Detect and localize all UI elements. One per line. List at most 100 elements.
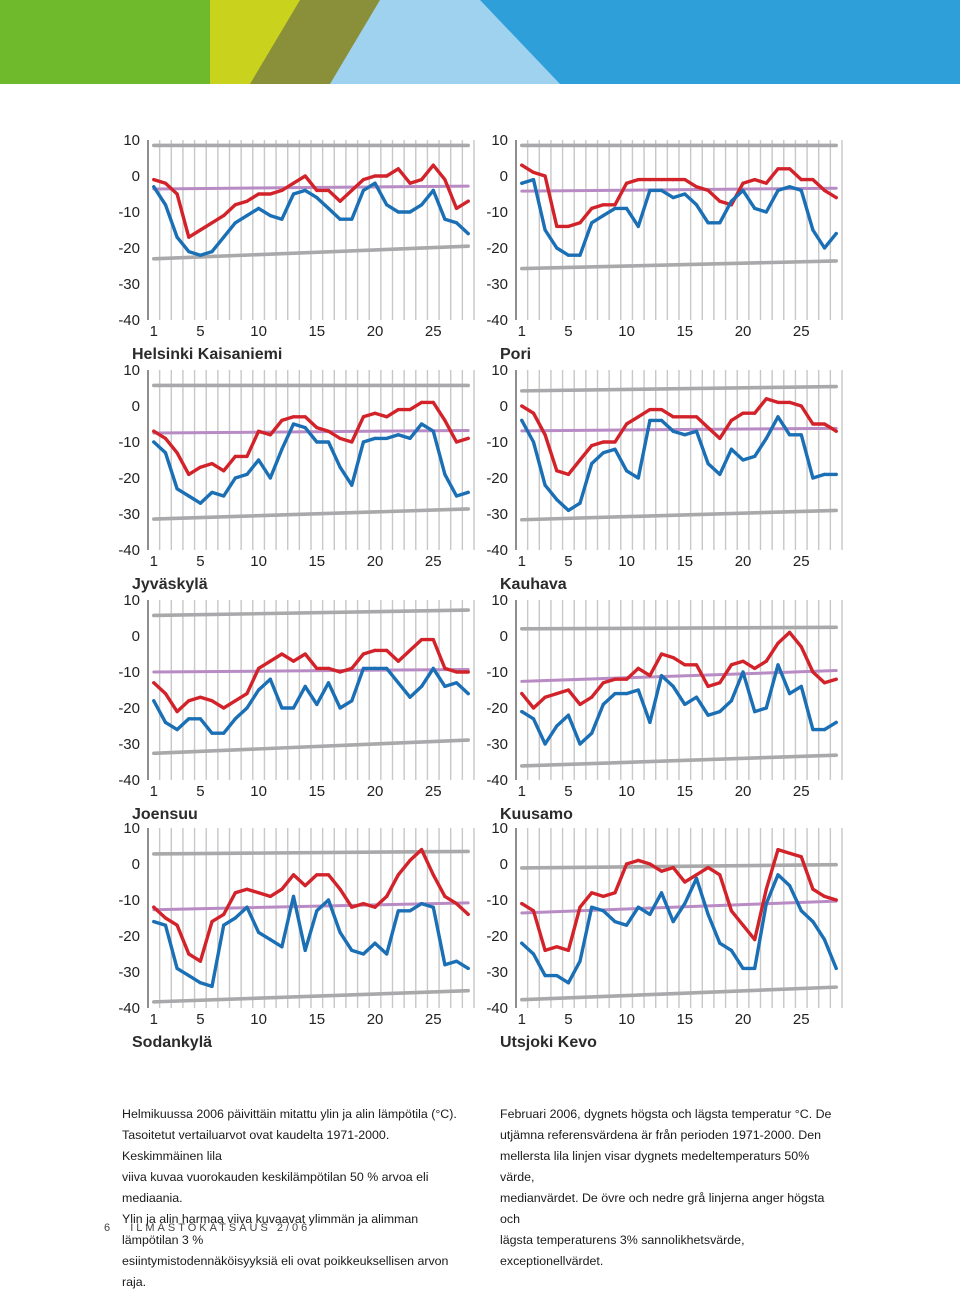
- daily-max-point: [531, 706, 536, 710]
- daily-max-point: [590, 206, 594, 210]
- daily-max-point: [210, 221, 214, 225]
- daily-max-point: [245, 692, 249, 696]
- daily-min-point: [822, 938, 827, 942]
- daily-min-point: [811, 728, 815, 732]
- daily-max-point: [338, 436, 342, 440]
- daily-max-point: [338, 887, 342, 891]
- daily-min-point: [257, 930, 261, 935]
- daily-max-point: [566, 948, 570, 953]
- daily-max-point: [385, 648, 389, 653]
- x-tick-label: 10: [618, 323, 635, 340]
- daily-min-point: [454, 221, 459, 225]
- x-tick-label: 15: [676, 783, 693, 800]
- daily-min-point: [566, 713, 570, 717]
- daily-min-point: [222, 235, 226, 239]
- daily-min-point: [361, 666, 365, 671]
- daily-min-point: [245, 905, 249, 909]
- daily-min-point: [303, 188, 307, 192]
- extreme-high-line: [152, 849, 470, 856]
- daily-max-point: [555, 945, 559, 949]
- daily-max-point: [268, 894, 272, 899]
- daily-max-point: [233, 699, 237, 703]
- median-line: [520, 899, 838, 915]
- daily-min-point: [466, 490, 470, 494]
- daily-min-line: [152, 894, 470, 989]
- x-tick-label: 5: [564, 323, 572, 340]
- daily-max-point: [268, 659, 272, 663]
- daily-max-point: [303, 884, 307, 888]
- y-tick-label: -20: [118, 240, 140, 257]
- caption-line: esiintymistodennäköisyyksiä eli ovat poi…: [122, 1254, 449, 1289]
- daily-max-point: [233, 203, 237, 207]
- publication-name: ILMASTOKATSAUS 2/06: [130, 1222, 311, 1234]
- daily-max-point: [443, 894, 447, 899]
- daily-max-point: [326, 188, 331, 192]
- daily-max-point: [543, 695, 547, 699]
- daily-min-point: [811, 476, 815, 480]
- daily-max-point: [729, 418, 733, 422]
- daily-max-point: [659, 178, 664, 182]
- daily-min-point: [326, 898, 331, 902]
- x-tick-label: 25: [425, 323, 442, 340]
- y-tick-label: -30: [486, 506, 508, 523]
- y-tick-label: -10: [118, 434, 140, 451]
- daily-max-point: [613, 677, 617, 681]
- daily-min-point: [590, 221, 594, 225]
- daily-min-point: [613, 692, 617, 696]
- x-tick-label: 15: [308, 1011, 325, 1028]
- daily-min-point: [280, 447, 284, 451]
- daily-max-point: [396, 873, 400, 877]
- chart-title: Kuusamo: [500, 806, 573, 823]
- daily-max-point: [373, 411, 377, 415]
- daily-max-point: [555, 224, 559, 228]
- daily-max-point: [396, 659, 400, 663]
- daily-min-point: [706, 221, 710, 225]
- daily-min-point: [280, 706, 284, 710]
- daily-min-point: [706, 912, 710, 917]
- daily-min-point: [625, 923, 629, 927]
- daily-max-point: [578, 702, 582, 707]
- daily-max-point: [280, 652, 284, 656]
- daily-max-point: [245, 887, 249, 891]
- daily-min-point: [338, 465, 342, 469]
- daily-max-point: [555, 469, 559, 473]
- daily-min-point: [338, 930, 342, 935]
- daily-max-line: [520, 630, 838, 710]
- daily-min-point: [834, 966, 838, 971]
- daily-max-point: [834, 429, 838, 433]
- extreme-high-line: [152, 608, 470, 618]
- daily-min-point: [210, 984, 214, 989]
- daily-min-point: [350, 217, 354, 221]
- y-tick-label: -40: [486, 1000, 508, 1017]
- daily-min-point: [788, 433, 792, 437]
- daily-min-point: [152, 699, 156, 703]
- caption-line: utjämna referensvärdena är från perioden…: [500, 1128, 821, 1142]
- daily-min-point: [291, 422, 296, 426]
- extreme-low-line: [520, 259, 838, 271]
- daily-min-point: [466, 692, 470, 696]
- daily-min-point: [291, 894, 296, 899]
- daily-min-point: [811, 228, 815, 232]
- daily-max-point: [729, 909, 733, 913]
- daily-max-point: [625, 677, 629, 681]
- daily-max-line: [152, 163, 470, 239]
- daily-max-point: [566, 224, 570, 228]
- daily-min-point: [543, 228, 547, 232]
- daily-max-point: [683, 415, 687, 419]
- y-tick-label: -10: [486, 204, 508, 221]
- x-tick-label: 15: [308, 553, 325, 570]
- daily-min-point: [788, 884, 792, 888]
- daily-min-point: [776, 873, 780, 877]
- daily-min-point: [543, 483, 547, 487]
- daily-max-point: [373, 174, 377, 178]
- daily-max-point: [315, 188, 319, 192]
- daily-min-point: [245, 214, 249, 218]
- daily-min-point: [613, 920, 617, 924]
- daily-max-point: [466, 436, 470, 440]
- daily-min-point: [373, 436, 377, 440]
- x-tick-label: 1: [518, 553, 526, 570]
- daily-min-point: [671, 920, 675, 924]
